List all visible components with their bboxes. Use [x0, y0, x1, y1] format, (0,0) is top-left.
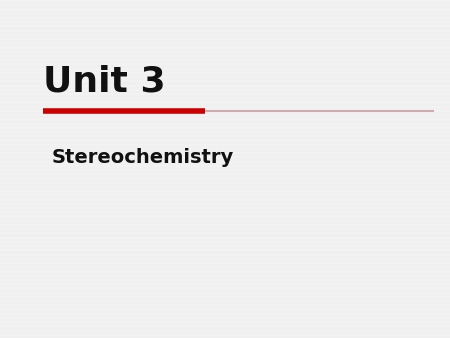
Bar	[0, 289, 450, 291]
Bar	[0, 298, 450, 300]
Bar	[0, 226, 450, 228]
Text: Stereochemistry: Stereochemistry	[52, 148, 234, 167]
Bar	[0, 196, 450, 199]
Bar	[0, 171, 450, 173]
Bar	[0, 150, 450, 152]
Bar	[0, 247, 450, 249]
Bar	[0, 40, 450, 42]
Bar	[0, 103, 450, 105]
Bar	[0, 192, 450, 194]
Bar	[0, 112, 450, 114]
Bar	[0, 306, 450, 308]
Bar	[0, 251, 450, 254]
Bar	[0, 323, 450, 325]
Bar	[0, 213, 450, 216]
Bar	[0, 294, 450, 296]
Bar	[0, 36, 450, 38]
Bar	[0, 87, 450, 89]
Bar	[0, 256, 450, 258]
Bar	[0, 218, 450, 220]
Bar	[0, 264, 450, 266]
Bar	[0, 167, 450, 169]
Bar	[0, 184, 450, 186]
Bar	[0, 23, 450, 25]
Bar	[0, 146, 450, 148]
Bar	[0, 120, 450, 123]
Bar	[0, 99, 450, 101]
Bar	[0, 332, 450, 334]
Bar	[0, 108, 450, 110]
Bar	[0, 70, 450, 72]
Bar	[0, 95, 450, 97]
Bar	[0, 315, 450, 317]
Bar	[0, 163, 450, 165]
Bar	[0, 57, 450, 59]
Bar	[0, 209, 450, 211]
Bar	[0, 188, 450, 190]
Bar	[0, 260, 450, 262]
Bar	[0, 15, 450, 17]
Bar	[0, 179, 450, 182]
Bar	[0, 19, 450, 21]
Bar	[0, 44, 450, 46]
Bar	[0, 239, 450, 241]
Bar	[0, 133, 450, 135]
Bar	[0, 66, 450, 68]
Bar	[0, 129, 450, 131]
Bar	[0, 319, 450, 321]
Bar	[0, 302, 450, 304]
Bar	[0, 272, 450, 274]
Bar	[0, 243, 450, 245]
Bar	[0, 116, 450, 118]
Bar	[0, 27, 450, 30]
Bar	[0, 142, 450, 144]
Bar	[0, 175, 450, 177]
Bar	[0, 125, 450, 127]
Bar	[0, 328, 450, 330]
Text: Unit 3: Unit 3	[43, 64, 166, 98]
Bar	[0, 32, 450, 34]
Bar	[0, 268, 450, 270]
Bar	[0, 82, 450, 84]
Bar	[0, 154, 450, 156]
Bar	[0, 205, 450, 207]
Bar	[0, 277, 450, 279]
Bar	[0, 78, 450, 80]
Bar	[0, 222, 450, 224]
Bar	[0, 49, 450, 51]
Bar	[0, 10, 450, 13]
Bar	[0, 235, 450, 237]
Bar	[0, 91, 450, 93]
Bar	[0, 159, 450, 161]
Bar	[0, 230, 450, 233]
Bar	[0, 311, 450, 313]
Bar	[0, 6, 450, 8]
Bar	[0, 53, 450, 55]
Bar	[0, 137, 450, 139]
Bar	[0, 336, 450, 338]
Bar	[0, 61, 450, 64]
Bar	[0, 285, 450, 287]
Bar	[0, 201, 450, 203]
Bar	[0, 2, 450, 4]
Bar	[0, 281, 450, 283]
Bar	[0, 74, 450, 76]
